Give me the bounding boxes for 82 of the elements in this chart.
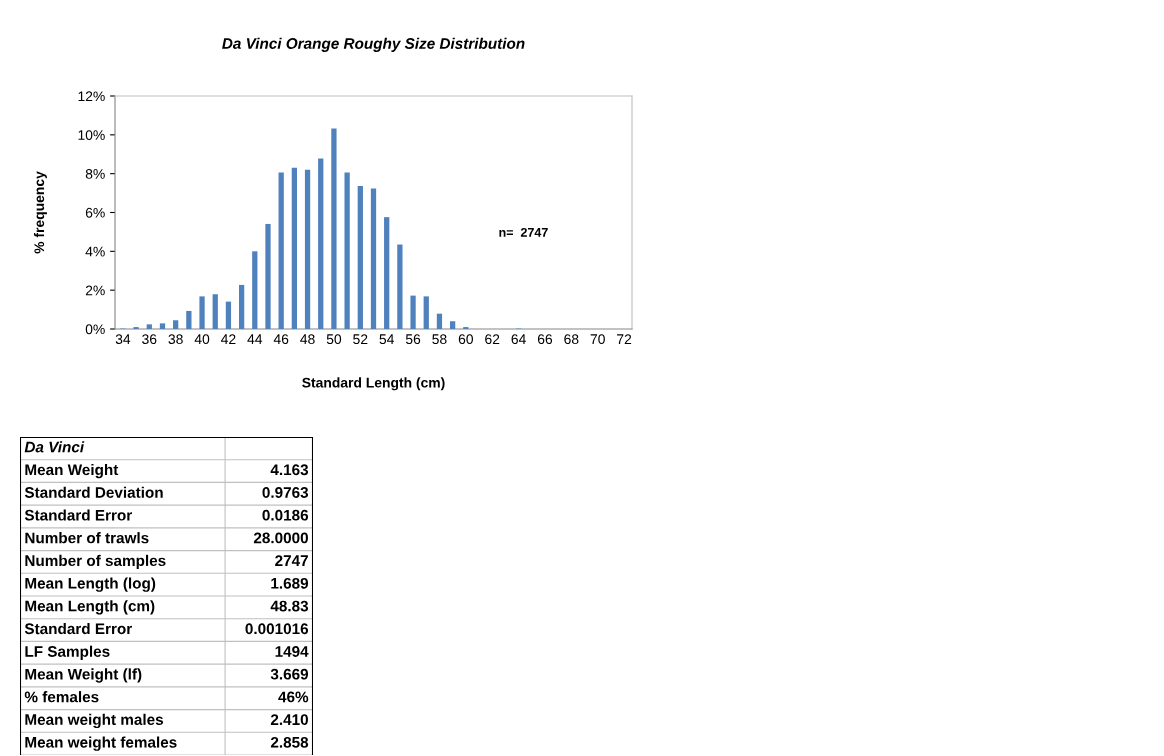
text: 3.669 [270,668,309,680]
bar [304,169,311,329]
bar [436,313,443,329]
bar [186,310,192,329]
text: 2.858 [270,736,309,748]
x-tick-label: 50 [326,334,342,345]
x-tick-label: 60 [458,334,473,345]
bar [278,172,284,329]
text: 4.163 [270,464,309,476]
category-label: Standard Error [24,622,132,635]
bar [410,295,416,329]
x-tick-label: 48 [300,334,315,345]
x-tick-label: 54 [379,334,395,345]
x-tick-label: 68 [564,334,579,345]
x-tick-label: 36 [142,334,157,345]
text: 0.0186 [262,509,309,521]
text: 46% [278,691,309,703]
chart-title: Da Vinci Orange Roughy Size Distribution [222,37,525,52]
bar [370,188,377,329]
annotation: n= 2747 [499,227,548,237]
y-tick-label: 10% [78,130,105,140]
y-tick-label: 12% [78,91,105,102]
bar [238,284,245,329]
x-tick-label: 52 [353,334,368,345]
bar [199,296,205,329]
text: Da Vinci [24,441,85,453]
bar [173,320,179,329]
text: 1494 [275,646,309,657]
y-tick-label: 6% [85,207,105,218]
category-label: Standard Error [24,509,132,521]
category-label: Mean weight males [25,713,164,729]
y-tick-label: 4% [85,246,105,257]
category-label: Mean Weight [25,463,119,479]
x-axis-title: Standard Length (cm) [302,377,445,391]
category-label: Number of samples [25,554,166,570]
x-tick-label: 44 [247,334,263,344]
bar [212,294,218,329]
category-label: Standard Deviation [24,486,163,498]
category-label: Mean Length (cm) [25,600,155,615]
text: 0.001016 [245,623,309,635]
x-tick-label: 62 [485,334,500,345]
category-label: % females [24,691,99,703]
bar [291,167,298,329]
bar [252,251,258,329]
text: 1.689 [271,577,309,589]
bar [146,324,152,329]
bar [423,296,429,329]
text: 2747 [275,555,308,566]
x-tick-label: 66 [537,334,553,345]
bar [225,301,232,329]
y-tick-label: 0% [85,324,105,335]
x-tick-label: 40 [194,334,210,345]
text: 2.410 [270,714,308,726]
category-label: Mean Length (log) [25,577,156,592]
x-tick-label: 42 [221,334,236,344]
category-label: Number of trawls [25,532,149,544]
bar [318,158,324,329]
category-label: Mean weight females [25,736,177,751]
bar [449,321,456,329]
bar [331,128,337,329]
bar [159,323,166,329]
y-tick-label: 2% [85,285,105,296]
y-axis-title: % frequency [33,171,47,254]
bar [357,185,363,329]
text: 0.9763 [262,487,309,498]
x-tick-label: 64 [511,334,526,345]
text: 48.83 [270,600,309,612]
category-label: LF Samples [25,645,110,660]
x-tick-label: 34 [115,334,131,345]
x-tick-label: 46 [273,334,289,345]
text: 28.0000 [253,532,308,544]
x-tick-label: 70 [590,334,605,345]
bar [344,172,350,329]
y-tick-label: 8% [85,169,105,179]
category-label: Mean Weight (lf) [25,668,142,683]
x-tick-label: 72 [617,334,632,344]
x-tick-label: 58 [432,334,447,345]
bar [384,217,390,329]
bar [265,223,271,329]
x-tick-label: 38 [168,334,183,345]
bar [397,244,403,329]
x-tick-label: 56 [405,334,421,345]
